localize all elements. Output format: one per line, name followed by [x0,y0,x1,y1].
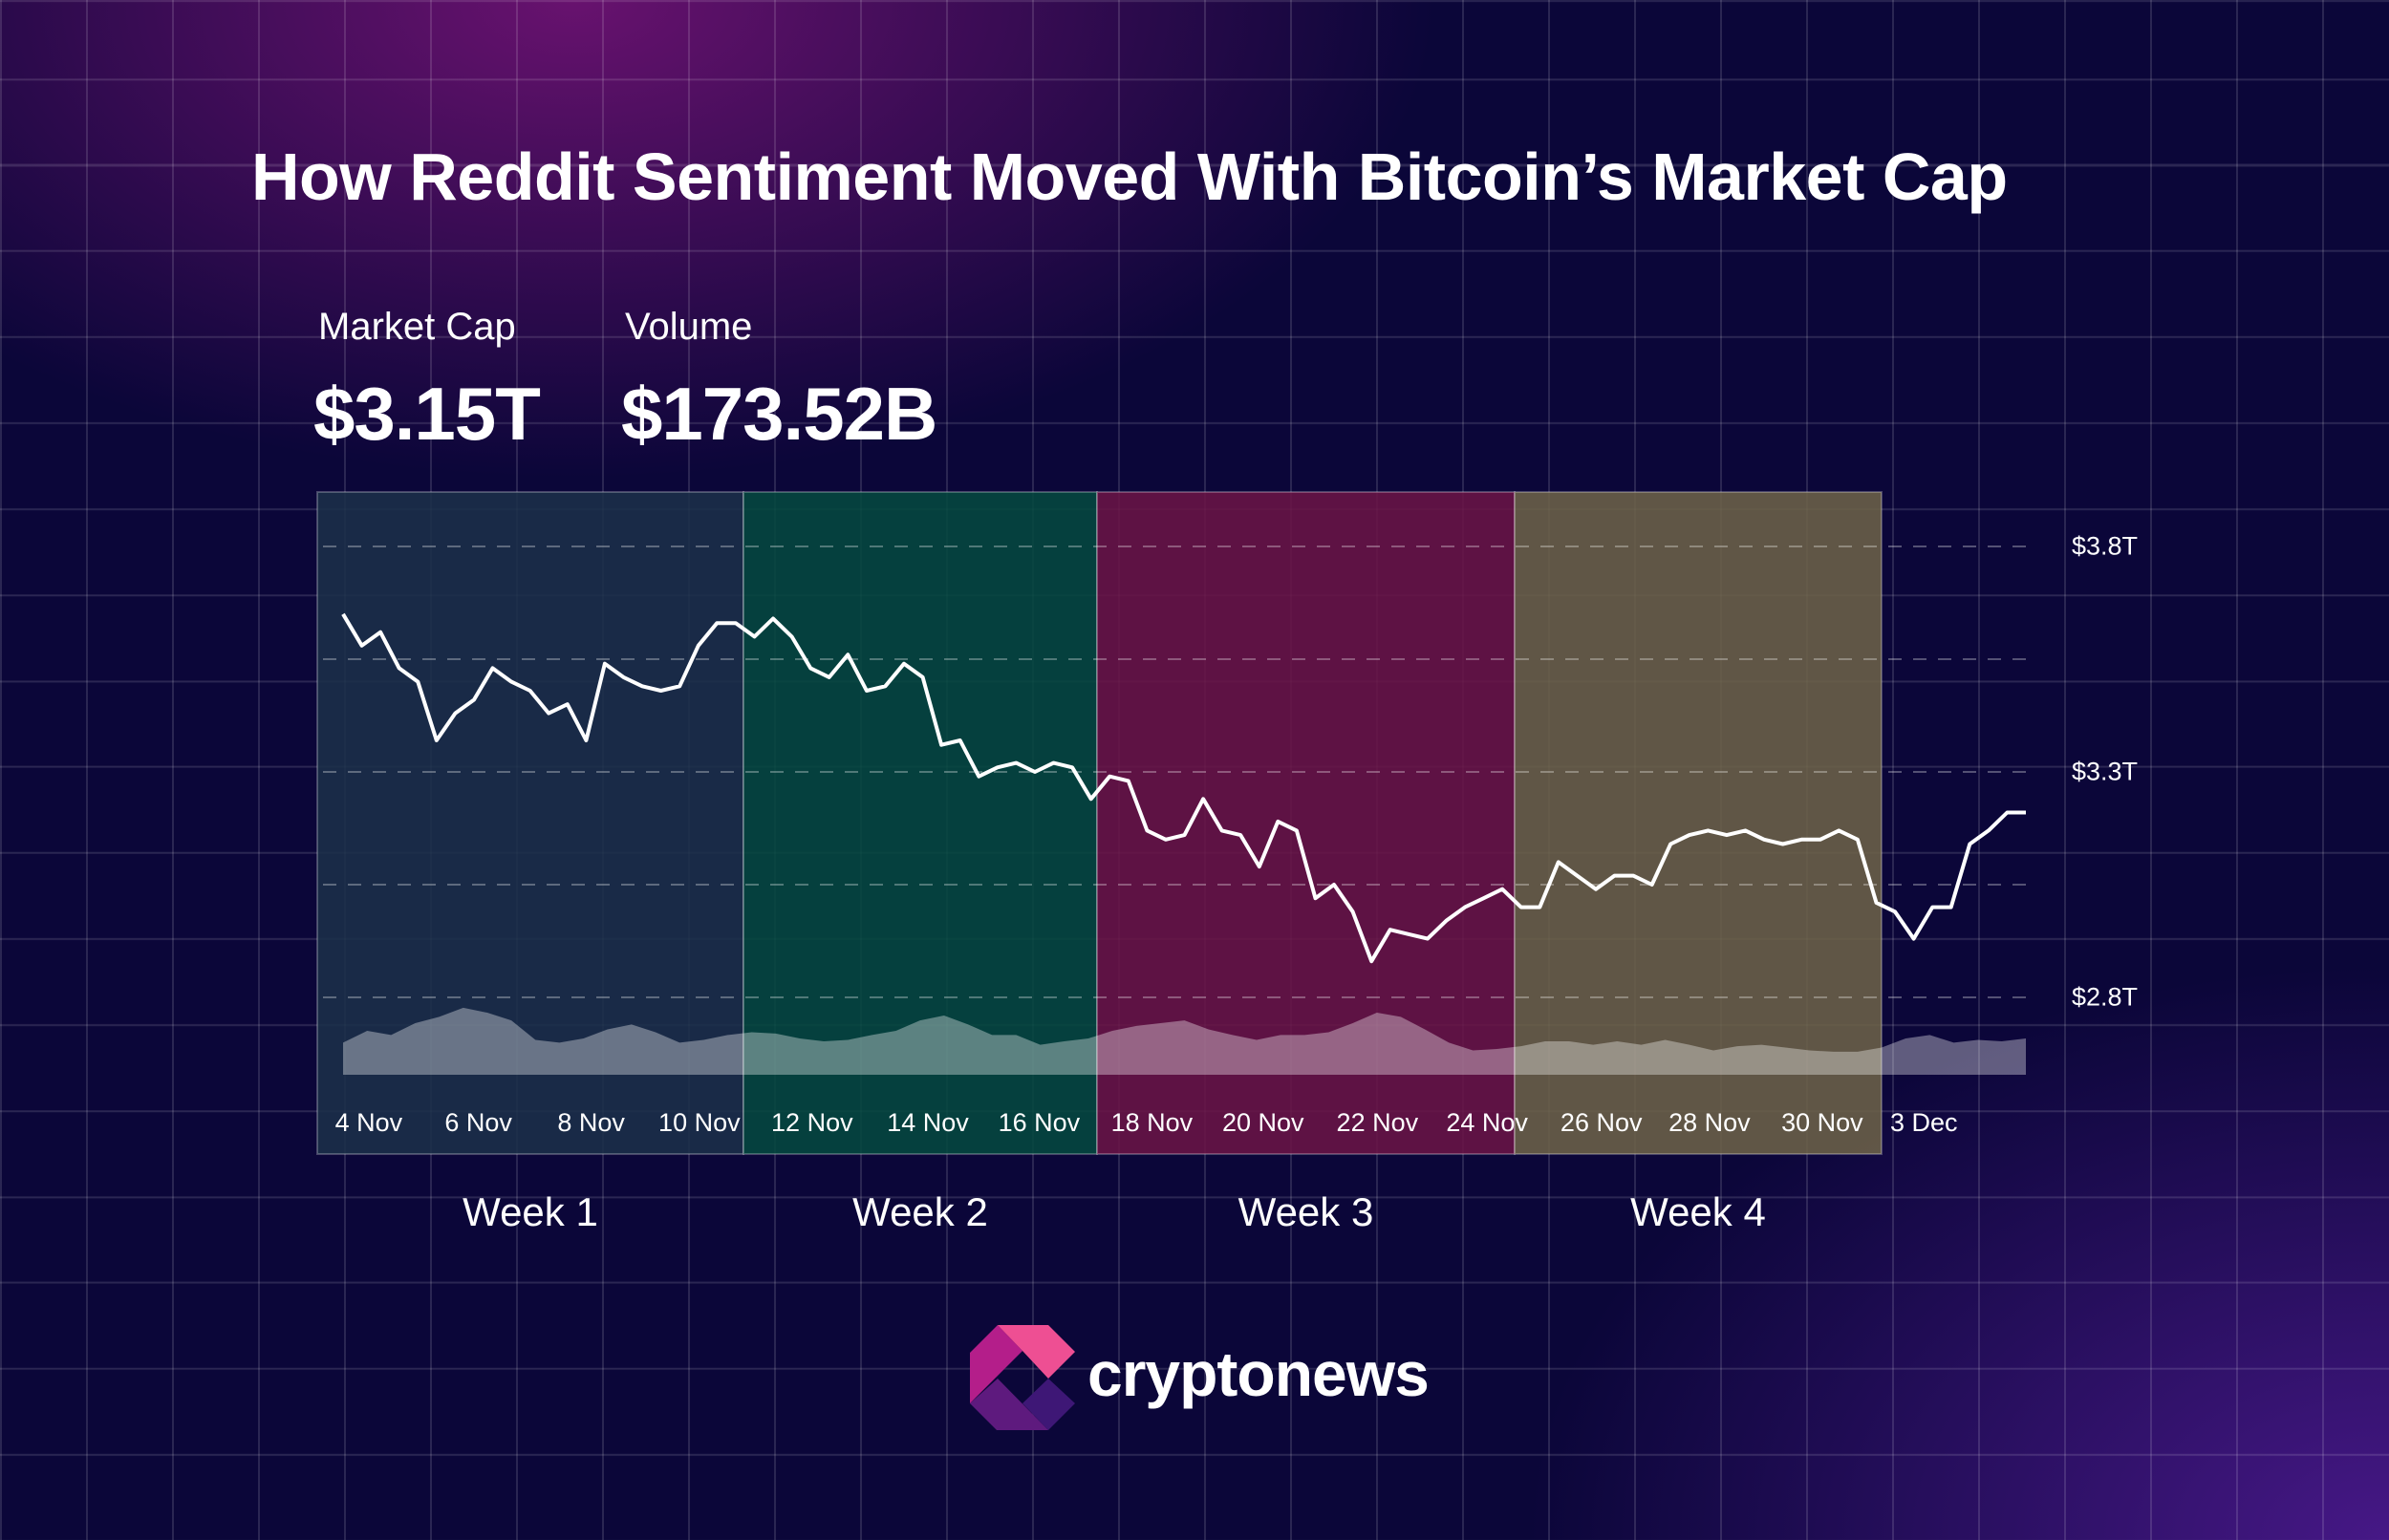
x-tick-label: 10 Nov [658,1108,741,1137]
volume-value: $173.52B [621,372,937,456]
x-tick-label: 16 Nov [998,1108,1081,1137]
x-tick-label: 3 Dec [1890,1108,1958,1137]
logo-text: cryptonews [1087,1338,1430,1409]
week-band-3 [1096,491,1516,1155]
y-tick-label: $3.8T [2072,531,2139,561]
week-label-2: Week 2 [852,1189,988,1234]
x-tick-label: 26 Nov [1560,1108,1643,1137]
market-cap-label: Market Cap [318,306,516,348]
x-tick-label: 4 Nov [334,1108,403,1137]
x-tick-label: 22 Nov [1336,1108,1419,1137]
x-tick-label: 24 Nov [1446,1108,1528,1137]
volume-area [343,1007,2026,1075]
x-tick-label: 12 Nov [771,1108,853,1137]
chart-title: How Reddit Sentiment Moved With Bitcoin’… [251,139,2008,214]
y-tick-label: $2.8T [2072,982,2139,1012]
x-tick-label: 14 Nov [887,1108,969,1137]
week-band-1 [316,491,744,1155]
x-tick-label: 28 Nov [1668,1108,1751,1137]
x-tick-label: 30 Nov [1781,1108,1863,1137]
y-tick-label: $3.3T [2072,757,2139,786]
x-tick-label: 20 Nov [1221,1108,1304,1137]
x-tick-label: 8 Nov [557,1108,625,1137]
week-label-3: Week 3 [1238,1189,1374,1234]
week-label-4: Week 4 [1630,1189,1766,1234]
market-cap-value: $3.15T [313,372,541,456]
week-label-1: Week 1 [463,1189,598,1234]
x-tick-label: 6 Nov [444,1108,512,1137]
market-cap-line [341,612,2026,964]
volume-label: Volume [625,306,753,348]
x-tick-label: 18 Nov [1110,1108,1194,1137]
week-band-2 [743,491,1098,1155]
week-band-4 [1514,491,1883,1155]
